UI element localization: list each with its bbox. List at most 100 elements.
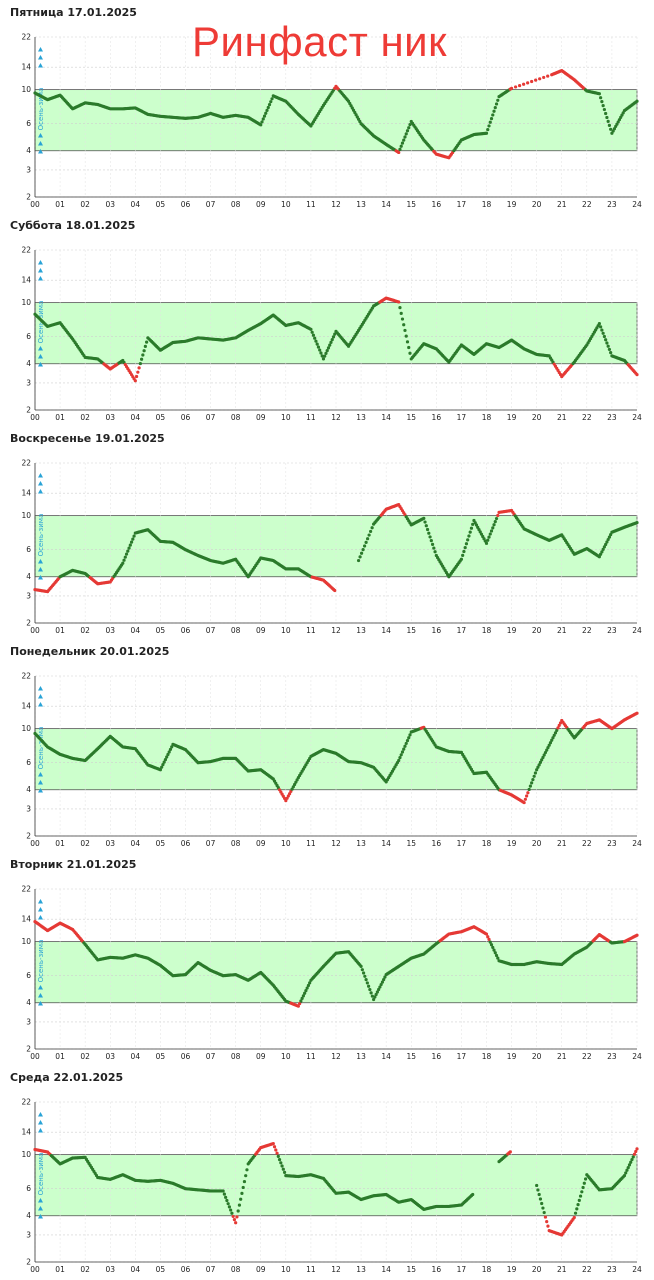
x-tick-label: 04 <box>131 1265 141 1274</box>
x-tick-label: 15 <box>406 839 416 848</box>
y-tick-label: 10 <box>21 298 31 307</box>
data-point <box>622 1174 627 1178</box>
data-point <box>400 141 405 145</box>
data-point <box>423 520 427 524</box>
x-tick-label: 17 <box>457 839 467 848</box>
data-point <box>541 1206 545 1210</box>
data-point <box>404 741 408 746</box>
x-tick-label: 23 <box>607 626 617 635</box>
y-tick-label: 3 <box>26 378 31 387</box>
season-triangle-icon <box>38 133 43 138</box>
x-tick-label: 09 <box>256 1052 266 1061</box>
x-tick-label: 11 <box>306 1052 316 1061</box>
x-tick-label: 17 <box>457 200 467 209</box>
x-tick-label: 20 <box>532 839 542 848</box>
x-tick-label: 15 <box>406 413 416 422</box>
data-point <box>361 548 365 552</box>
x-tick-label: 19 <box>507 839 517 848</box>
data-point <box>131 537 135 541</box>
data-point <box>488 120 492 124</box>
data-point <box>124 552 129 556</box>
data-point <box>467 534 471 538</box>
data-point <box>599 325 603 329</box>
data-point <box>140 357 144 361</box>
season-triangle-icon <box>38 63 43 68</box>
data-point <box>267 102 272 107</box>
data-point <box>600 550 604 554</box>
x-tick-label: 16 <box>432 413 442 422</box>
x-tick-label: 22 <box>582 1265 592 1274</box>
y-tick-label: 6 <box>26 1184 31 1193</box>
data-point <box>398 147 402 151</box>
y-tick-label: 6 <box>26 758 31 767</box>
data-point <box>576 1203 580 1207</box>
data-point <box>321 357 326 361</box>
x-tick-label: 15 <box>406 626 416 635</box>
y-tick-label: 14 <box>21 1128 31 1137</box>
data-point <box>492 109 496 113</box>
x-tick-label: 18 <box>482 200 492 209</box>
x-tick-label: 00 <box>30 1265 40 1274</box>
data-point <box>609 351 613 355</box>
data-point <box>326 346 331 350</box>
data-point <box>325 349 329 353</box>
y-tick-label: 3 <box>26 804 31 813</box>
x-tick-label: 09 <box>256 839 266 848</box>
x-tick-label: 00 <box>30 626 40 635</box>
season-triangle-icon <box>38 149 43 154</box>
data-point <box>605 540 609 544</box>
data-point <box>600 328 604 332</box>
x-tick-label: 03 <box>105 1265 115 1274</box>
data-point <box>266 105 270 110</box>
data-point <box>329 340 333 344</box>
x-tick-label: 00 <box>30 839 40 848</box>
x-tick-label: 11 <box>306 200 316 209</box>
data-point <box>403 135 407 139</box>
season-triangle-icon <box>38 899 43 904</box>
x-tick-label: 21 <box>557 626 567 635</box>
data-point <box>487 937 491 941</box>
x-tick-label: 01 <box>55 839 65 848</box>
data-point <box>224 1195 228 1199</box>
data-point <box>599 552 603 556</box>
data-point <box>635 933 639 937</box>
data-point <box>543 750 548 755</box>
day-panel: Понедельник 20.01.2025 2 3 4 6 10 14 22 00 01 02 03… <box>0 639 654 852</box>
data-point <box>279 1161 283 1165</box>
data-point <box>328 343 332 347</box>
x-tick-label: 08 <box>231 413 241 422</box>
season-triangle-icon <box>38 575 43 580</box>
data-point <box>582 1181 586 1185</box>
season-triangle-icon <box>38 268 43 273</box>
x-tick-label: 15 <box>406 1265 416 1274</box>
data-point <box>489 943 494 947</box>
x-tick-label: 02 <box>80 626 90 635</box>
y-tick-label: 2 <box>26 619 31 628</box>
data-point <box>239 1197 243 1201</box>
data-point <box>606 119 610 123</box>
data-point <box>580 1190 584 1194</box>
x-tick-label: 04 <box>131 839 141 848</box>
data-point <box>543 1215 548 1219</box>
data-point <box>632 1152 637 1156</box>
season-triangle-icon <box>38 694 43 699</box>
data-point <box>399 753 403 757</box>
data-point <box>378 985 382 989</box>
data-point <box>407 126 411 130</box>
x-tick-label: 01 <box>55 626 65 635</box>
data-point <box>609 533 613 537</box>
x-tick-label: 13 <box>356 839 366 848</box>
data-point <box>274 1148 278 1152</box>
x-tick-label: 23 <box>607 413 617 422</box>
season-triangle-icon <box>38 559 43 564</box>
season-triangle-icon <box>38 1214 43 1219</box>
season-triangle-icon <box>38 702 43 707</box>
data-point <box>259 123 263 127</box>
data-point <box>161 763 165 767</box>
x-tick-label: 16 <box>432 200 442 209</box>
data-point <box>275 1151 279 1155</box>
x-tick-label: 06 <box>181 626 191 635</box>
data-point <box>494 102 499 106</box>
data-point <box>464 542 469 546</box>
data-point <box>424 524 428 528</box>
